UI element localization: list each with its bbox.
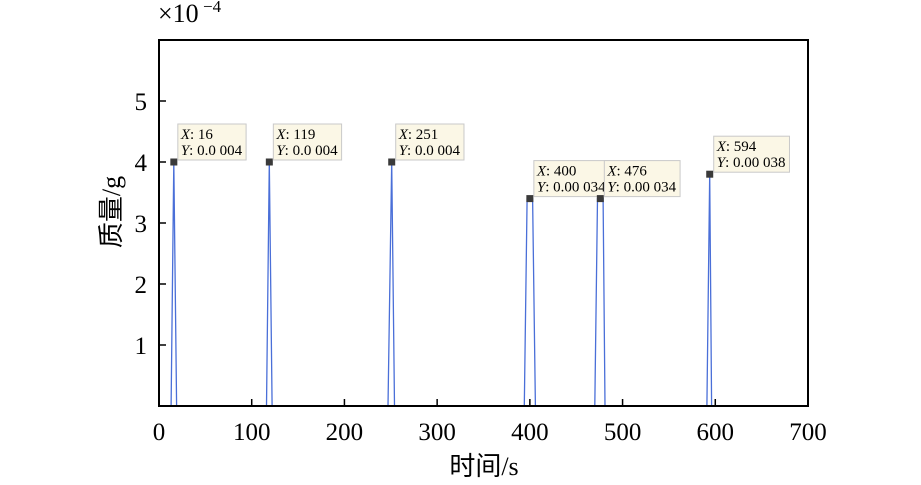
datatip-x-line: X: 594 (716, 139, 757, 155)
axis-labels: ×10 −4 时间/s 质量/g (97, 0, 519, 481)
datatip-y-line: Y: 0.00 034 (537, 180, 606, 196)
x-tick-label: 400 (511, 419, 549, 446)
y-tick-label: 3 (135, 211, 148, 238)
series-line-1 (159, 161, 808, 407)
y-tick-label: 4 (135, 150, 148, 177)
datatip-box (395, 123, 465, 161)
datatip-y-line: Y: 0.00 034 (607, 180, 676, 196)
x-tick-label: 200 (326, 419, 364, 446)
datatip-box (272, 123, 343, 161)
y-tick-label: 1 (135, 333, 148, 360)
x-tick-label: 700 (789, 419, 827, 446)
datatip-box (533, 160, 611, 198)
datatip-marker (170, 158, 178, 166)
datatip-y-line: Y: 0.0 004 (276, 143, 338, 159)
plot-lines (159, 161, 808, 407)
datatip-marker (526, 195, 534, 203)
datatip-y-line: Y: 0.0 004 (399, 143, 461, 159)
datatip-marker (596, 195, 604, 203)
y-tick-label: 2 (135, 272, 148, 299)
datatip-marker (706, 170, 714, 178)
x-axis-title: 时间/s (449, 452, 518, 481)
datatip-y-line: Y: 0.0 004 (181, 143, 243, 159)
datatip-box (713, 135, 790, 173)
datatip-x-line: X: 119 (275, 127, 315, 143)
x-tick-label: 100 (233, 419, 271, 446)
datatip-marker (265, 158, 273, 166)
y-exponent-power: −4 (203, 0, 222, 16)
datatip-box (177, 123, 247, 161)
axis-ticks: 0 100 200 300 400 500 600 700 1 2 3 4 5 (135, 89, 827, 446)
datatip-1: X: 16Y: 0.0 004 (170, 123, 247, 166)
datatip-x-line: X: 251 (398, 127, 439, 143)
datatip-x-line: X: 476 (606, 164, 647, 180)
x-tick-label: 600 (697, 419, 735, 446)
datatip-x-line: X: 400 (536, 164, 577, 180)
y-tick-label: 5 (135, 89, 148, 116)
x-tick-label: 300 (418, 419, 456, 446)
datatip-x-line: X: 16 (180, 127, 214, 143)
datatip-y-line: Y: 0.00 038 (717, 155, 786, 171)
datatip-box (603, 160, 681, 198)
x-tick-label: 0 (153, 419, 166, 446)
datatip-marker (388, 158, 396, 166)
y-exponent-base: ×10 (158, 0, 199, 28)
y-axis-title: 质量/g (97, 176, 126, 248)
x-tick-label: 500 (604, 419, 642, 446)
